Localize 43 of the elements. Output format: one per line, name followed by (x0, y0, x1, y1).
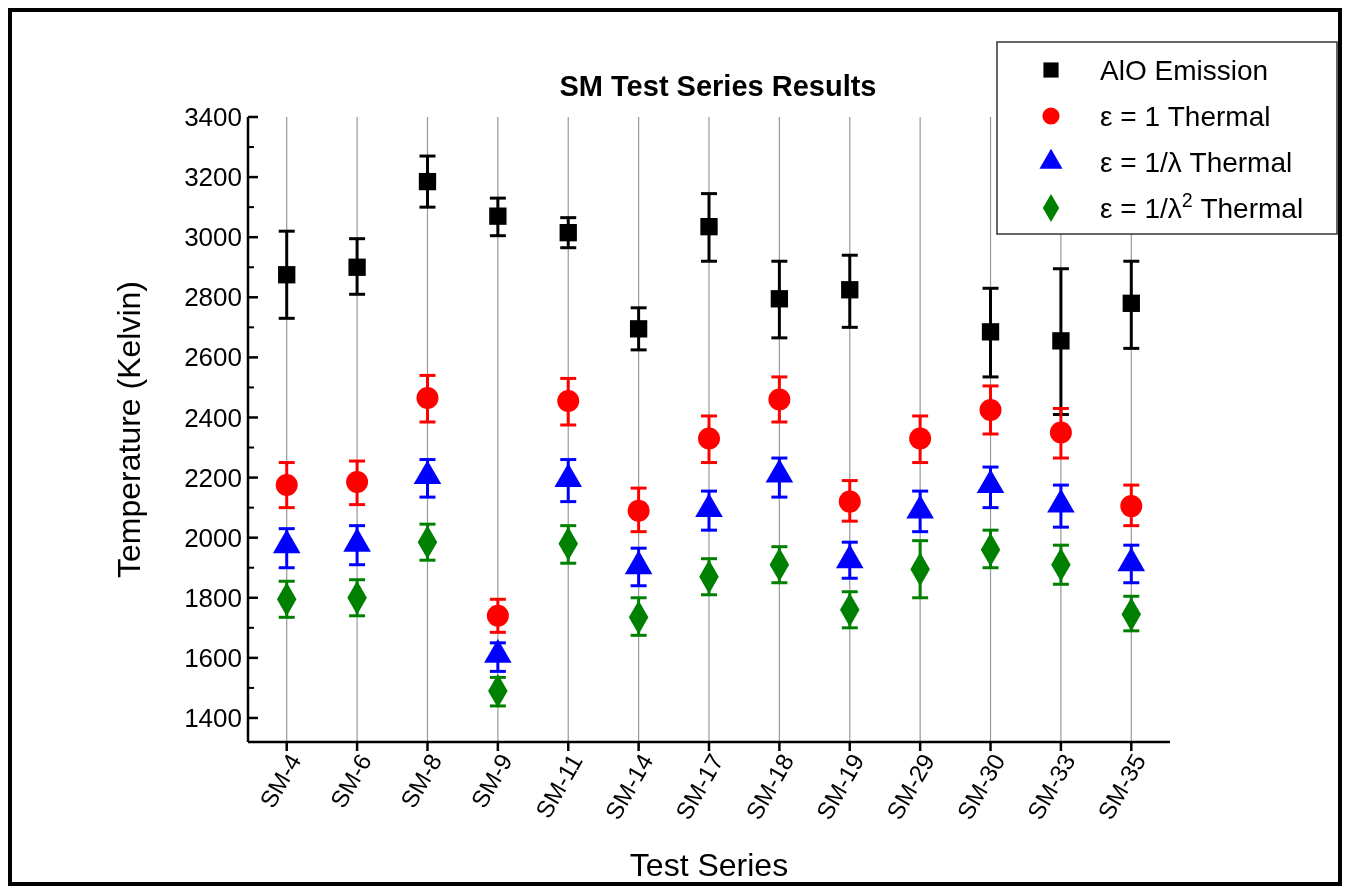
point (981, 323, 1000, 341)
point (278, 266, 296, 284)
y-tick-label: 2000 (184, 522, 242, 553)
y-tick-label: 2400 (184, 402, 242, 433)
point (841, 281, 859, 299)
y-tick-label: 1800 (184, 582, 242, 613)
y-tick-label: 1400 (184, 703, 242, 734)
y-tick-label: 2600 (184, 342, 242, 373)
chart-title: SM Test Series Results (559, 70, 877, 102)
point (698, 427, 720, 450)
point (1052, 332, 1070, 350)
y-axis-title: Temperature (Kelvin) (111, 281, 147, 578)
point (275, 474, 298, 497)
legend-label: ε = 1/λ$^{2}$ Thermal (1100, 188, 1304, 224)
point (629, 320, 648, 338)
point (768, 388, 791, 411)
x-axis-title: Test Series (629, 847, 789, 883)
point (770, 290, 789, 308)
y-tick-label: 2800 (184, 282, 242, 313)
point (489, 207, 507, 225)
y-tick-label: 1600 (184, 642, 242, 673)
point (1120, 495, 1143, 518)
point (346, 471, 369, 494)
point (700, 218, 718, 236)
point (348, 258, 366, 276)
y-tick-label: 2200 (184, 462, 242, 493)
point (627, 499, 650, 522)
point (557, 389, 580, 412)
legend-label: ε = 1/λ Thermal (1100, 146, 1293, 178)
point (909, 427, 932, 450)
point (838, 490, 861, 513)
y-tick-label: 3000 (184, 222, 242, 253)
point (416, 386, 439, 409)
legend-label: AlO Emission (1100, 54, 1269, 86)
legend-label: ε = 1 Thermal (1100, 100, 1271, 132)
point (979, 398, 1002, 421)
point (559, 224, 577, 242)
y-tick-label: 3200 (184, 162, 242, 193)
point (1122, 294, 1140, 312)
y-tick-label: 3400 (184, 102, 242, 133)
point (418, 172, 437, 191)
point (1049, 421, 1072, 444)
point (486, 604, 509, 627)
